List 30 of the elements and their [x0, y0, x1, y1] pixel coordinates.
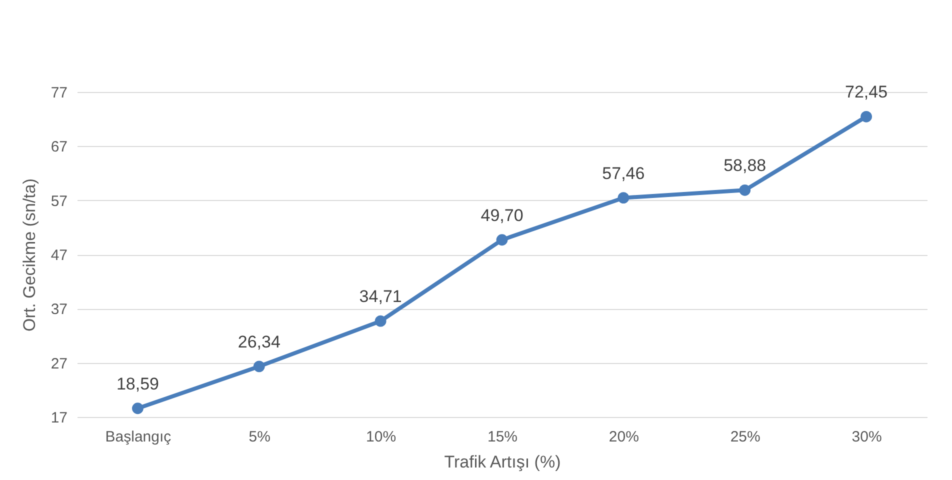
x-tick-label: Başlangıç — [105, 428, 172, 446]
y-tick-label: 77 — [50, 84, 68, 102]
data-label: 58,88 — [724, 156, 766, 176]
x-tick-label: 5% — [248, 428, 270, 446]
y-tick-label: 47 — [50, 247, 68, 264]
x-tick-label: 20% — [608, 428, 639, 446]
data-label: 57,46 — [602, 164, 645, 183]
y-tick-label: 57 — [50, 192, 68, 210]
point — [496, 234, 508, 246]
point — [739, 184, 751, 196]
x-tick-label: 30% — [852, 428, 882, 446]
point — [253, 360, 265, 372]
data-label: 34,71 — [359, 287, 402, 306]
data-label: 26,34 — [238, 332, 280, 352]
point — [860, 110, 872, 122]
y-axis-title: Ort. Gecikme (sn/ta) — [20, 178, 39, 332]
data-label: 49,70 — [480, 206, 524, 225]
y-tick-label: 27 — [50, 355, 68, 372]
point — [374, 315, 386, 327]
x-tick-label: 15% — [487, 428, 518, 446]
data-label: 72,45 — [845, 82, 888, 102]
x-tick-label: 25% — [730, 428, 760, 446]
y-tick-label: 37 — [50, 301, 68, 318]
y-tick-label: 67 — [50, 138, 68, 156]
point — [618, 192, 630, 204]
x-tick-label: 10% — [366, 428, 396, 446]
data-label: 18,59 — [116, 374, 159, 394]
x-axis-title: Trafik Artışı (%) — [444, 452, 561, 472]
y-tick-label: 17 — [50, 410, 68, 426]
point — [132, 402, 144, 414]
